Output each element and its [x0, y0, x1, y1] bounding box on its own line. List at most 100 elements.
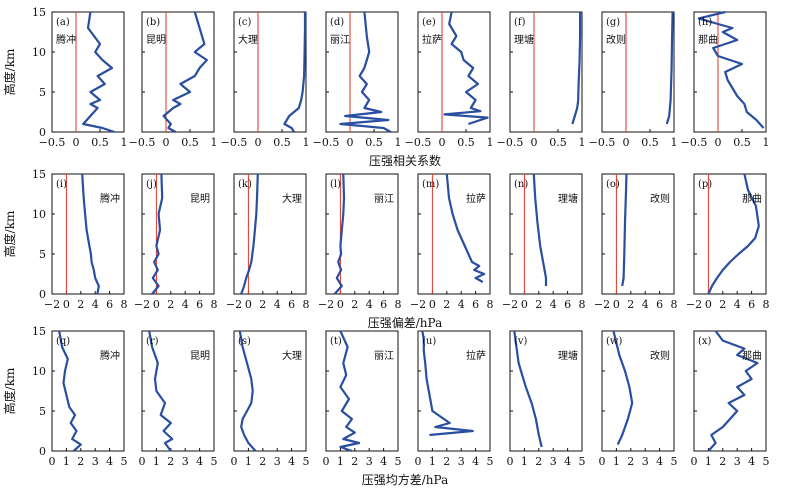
- x-tick-label: 0: [715, 136, 722, 149]
- profile-line: [571, 12, 582, 125]
- x-tick-label: 2: [535, 455, 542, 468]
- x-tick-label: 3: [182, 455, 189, 468]
- panel-letter: (w): [606, 336, 622, 347]
- x-tick-label: 0: [429, 298, 436, 311]
- x-tick-label: 0: [599, 455, 606, 468]
- profile-line: [333, 173, 346, 295]
- panel-frame: [693, 173, 767, 295]
- panel-letter: (f): [514, 17, 526, 28]
- x-tick-label: 0: [507, 455, 514, 468]
- x-tick-label: 0.5: [733, 136, 751, 149]
- x-tick-label: 4: [274, 298, 281, 311]
- x-tick-label: −0.5: [405, 136, 432, 149]
- panel-frame: [509, 330, 583, 452]
- panel-letter: (c): [238, 17, 252, 28]
- x-tick-label: 4: [196, 455, 203, 468]
- panel-frame: [601, 173, 675, 295]
- x-tick-label: 3: [734, 455, 741, 468]
- panel-frame: [141, 330, 215, 452]
- x-tick-label: 8: [395, 298, 402, 311]
- panel-letter: (v): [514, 336, 528, 347]
- x-tick-label: 6: [380, 298, 387, 311]
- panel-letter: (j): [146, 179, 157, 190]
- profile-line: [82, 11, 115, 134]
- profile-line: [240, 173, 259, 295]
- x-tick-label: 0: [153, 298, 160, 311]
- panel-frame: [417, 173, 491, 295]
- x-tick-label: 4: [380, 455, 387, 468]
- profile-line: [443, 11, 489, 126]
- y-tick-label: 5: [39, 248, 46, 261]
- x-tick-label: 0.5: [457, 136, 475, 149]
- x-tick-label: 1: [395, 136, 402, 149]
- station-label: 腾冲: [100, 349, 120, 362]
- x-tick-label: 1: [245, 455, 252, 468]
- panel-frame: [233, 173, 307, 295]
- panel-frame: [693, 11, 767, 133]
- x-tick-label: 6: [106, 298, 113, 311]
- x-tick-label: 1: [121, 136, 128, 149]
- profile-line: [665, 11, 674, 125]
- x-tick-label: 8: [763, 298, 770, 311]
- y-tick-label: 10: [32, 208, 46, 221]
- profile-line: [421, 330, 474, 437]
- panel-frame: [325, 173, 399, 295]
- x-tick-label: −2: [594, 298, 610, 311]
- panel-letter: (s): [238, 336, 251, 347]
- x-tick-label: 8: [303, 298, 310, 311]
- panel-frame: [693, 330, 767, 452]
- x-tick-label: 1: [303, 136, 310, 149]
- station-label: 丽江: [330, 34, 350, 46]
- x-tick-label: 1: [211, 136, 218, 149]
- x-tick-label: 4: [748, 455, 755, 468]
- x-tick-label: −0.5: [221, 136, 248, 149]
- y-axis-label: 高度/km: [2, 210, 17, 257]
- x-axis-label: 压强均方差/hPa: [362, 472, 448, 487]
- station-label: 大理: [238, 33, 258, 46]
- x-tick-label: 2: [535, 298, 542, 311]
- x-tick-label: 1: [705, 455, 712, 468]
- profile-line: [339, 330, 361, 453]
- panel-frame: [233, 330, 307, 452]
- profile-line: [283, 12, 307, 133]
- x-tick-label: 0: [245, 298, 252, 311]
- x-tick-label: 0: [337, 298, 344, 311]
- profile-line: [148, 330, 174, 452]
- x-tick-label: 3: [366, 455, 373, 468]
- station-label: 昆明: [190, 350, 210, 362]
- x-tick-label: 1: [521, 455, 528, 468]
- profile-line: [445, 173, 486, 283]
- x-tick-label: 6: [472, 298, 479, 311]
- x-tick-label: 2: [259, 298, 266, 311]
- panel-letter: (x): [698, 336, 712, 347]
- x-tick-label: 0: [231, 455, 238, 468]
- x-tick-label: 4: [656, 455, 663, 468]
- panel-letter: (h): [698, 17, 712, 28]
- x-tick-label: 2: [719, 298, 726, 311]
- panel-frame: [325, 11, 399, 133]
- panel-letter: (p): [698, 179, 712, 190]
- x-tick-label: 1: [487, 136, 494, 149]
- panel-letter: (e): [422, 17, 436, 28]
- profile-line: [697, 10, 765, 129]
- x-tick-label: −2: [410, 298, 426, 311]
- station-label: 腾冲: [56, 33, 76, 46]
- x-tick-label: 0: [323, 455, 330, 468]
- y-tick-label: 0: [39, 126, 46, 139]
- y-tick-label: 10: [32, 365, 46, 378]
- panel-letter: (i): [56, 179, 67, 190]
- x-tick-label: 3: [274, 455, 281, 468]
- x-tick-label: −2: [502, 298, 518, 311]
- x-tick-label: 5: [395, 455, 402, 468]
- x-tick-label: 2: [77, 298, 84, 311]
- x-tick-label: 2: [351, 455, 358, 468]
- panel-frame: [141, 11, 215, 133]
- x-tick-label: 8: [579, 298, 586, 311]
- x-tick-label: 6: [196, 298, 203, 311]
- x-tick-label: 0: [255, 136, 262, 149]
- profile-line: [532, 173, 548, 286]
- y-tick-label: 0: [39, 288, 46, 301]
- x-tick-label: 0: [163, 136, 170, 149]
- profile-line: [707, 173, 760, 295]
